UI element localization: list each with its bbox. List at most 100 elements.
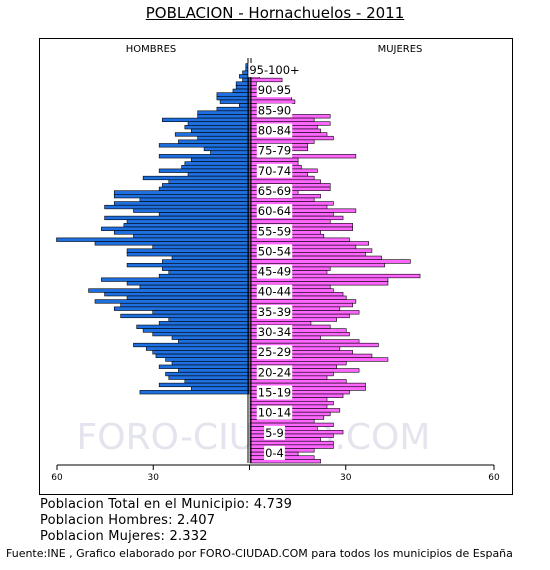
- age-label: 90-95: [258, 83, 291, 97]
- men-bar: [187, 121, 250, 126]
- women-bar: [249, 219, 331, 224]
- men-bar: [168, 179, 250, 184]
- men-bar: [235, 81, 250, 86]
- men-bar: [94, 241, 250, 246]
- age-label: 0-4: [265, 446, 284, 460]
- men-bar: [197, 110, 250, 115]
- women-bar: [249, 179, 321, 184]
- age-label-bg: [256, 304, 293, 319]
- men-bar: [216, 106, 250, 112]
- total-population: Poblacion Total en el Municipio: 4.739: [40, 497, 293, 512]
- women-bar: [249, 237, 350, 242]
- age-label: 25-29: [258, 345, 291, 359]
- men-bar: [197, 114, 250, 119]
- men-bar: [178, 339, 250, 344]
- men-bar: [136, 324, 250, 329]
- women-bar: [249, 433, 334, 438]
- men-bar: [120, 313, 250, 319]
- women-bar: [249, 422, 334, 427]
- men-bar: [181, 164, 250, 170]
- age-label-bg: [256, 103, 293, 118]
- women-bar: [249, 299, 357, 304]
- men-bar: [123, 223, 250, 228]
- men-bar: [158, 273, 250, 279]
- age-label-bg: [256, 143, 293, 158]
- age-label: 5-9: [265, 426, 284, 440]
- age-label: 40-44: [258, 285, 291, 299]
- age-label: 95-100+: [249, 63, 299, 77]
- men-bar: [232, 88, 250, 93]
- men-bar: [190, 386, 250, 391]
- age-label: 60-64: [258, 204, 291, 218]
- age-label: 80-84: [258, 124, 291, 138]
- women-bar: [249, 440, 334, 446]
- men-bar: [171, 255, 250, 260]
- age-label: 45-49: [258, 265, 291, 279]
- age-label-bg: [256, 224, 293, 239]
- age-label-bg: [256, 163, 293, 178]
- age-label: 35-39: [258, 305, 291, 319]
- women-bar: [249, 259, 411, 264]
- men-bar: [101, 226, 250, 231]
- men-bar: [126, 252, 250, 257]
- men-bar: [210, 150, 250, 155]
- women-population: Poblacion Mujeres: 2.332: [40, 529, 208, 544]
- men-bar: [162, 259, 250, 264]
- women-bar: [249, 339, 360, 344]
- women-bar: [249, 154, 357, 159]
- men-bar: [104, 215, 250, 221]
- men-bar: [139, 284, 250, 290]
- men-bar: [168, 270, 250, 275]
- men-bar: [171, 335, 250, 340]
- men-bar: [152, 331, 250, 337]
- men-bar: [113, 190, 250, 195]
- women-bar: [249, 459, 321, 464]
- men-bar: [178, 368, 250, 373]
- source-note: Fuente:INE , Grafico elaborado por FORO-…: [6, 547, 513, 560]
- men-bar: [178, 139, 250, 144]
- age-label-bg: [256, 204, 293, 219]
- men-bar: [216, 92, 250, 97]
- men-bar: [152, 310, 250, 315]
- men-bar: [162, 117, 250, 123]
- men-bar: [158, 186, 250, 192]
- age-label: 15-19: [258, 385, 291, 399]
- women-bar: [249, 444, 334, 449]
- men-bar: [101, 277, 250, 282]
- age-label-bg: [256, 345, 293, 360]
- population-pyramid: FORO-CIUDAD.COM60303060HOMBRESMUJERES95-…: [51, 44, 500, 483]
- men-bar: [126, 219, 250, 224]
- men-bar: [190, 157, 250, 162]
- age-label-bg: [248, 63, 301, 78]
- age-label: 85-90: [258, 103, 291, 117]
- women-bar: [249, 379, 347, 384]
- men-bar: [184, 125, 250, 130]
- men-bar: [133, 233, 250, 239]
- men-bar: [155, 353, 250, 359]
- men-bar: [113, 194, 250, 199]
- men-bar: [158, 212, 250, 217]
- chart-title: POBLACION - Hornachuelos - 2011: [145, 4, 405, 22]
- age-label: 30-34: [258, 325, 291, 339]
- men-bar: [158, 154, 250, 159]
- age-label-bg: [256, 405, 293, 420]
- men-bar: [104, 292, 250, 297]
- men-bar: [104, 204, 250, 210]
- men-bar: [146, 346, 250, 351]
- x-tick-label: 60: [51, 473, 63, 483]
- age-label-bg: [264, 445, 285, 460]
- men-bar: [113, 201, 250, 206]
- men-bar: [113, 230, 250, 235]
- women-bar: [249, 430, 344, 435]
- men-bar: [158, 143, 250, 148]
- men-bar: [203, 146, 250, 152]
- age-label-bg: [256, 284, 293, 299]
- men-bar: [126, 281, 250, 286]
- age-label: 75-79: [258, 144, 291, 158]
- men-bar: [219, 99, 250, 104]
- age-label: 65-69: [258, 184, 291, 198]
- men-bar: [165, 371, 250, 377]
- age-label-bg: [264, 425, 285, 440]
- women-bar: [249, 400, 334, 406]
- men-bar: [190, 128, 250, 133]
